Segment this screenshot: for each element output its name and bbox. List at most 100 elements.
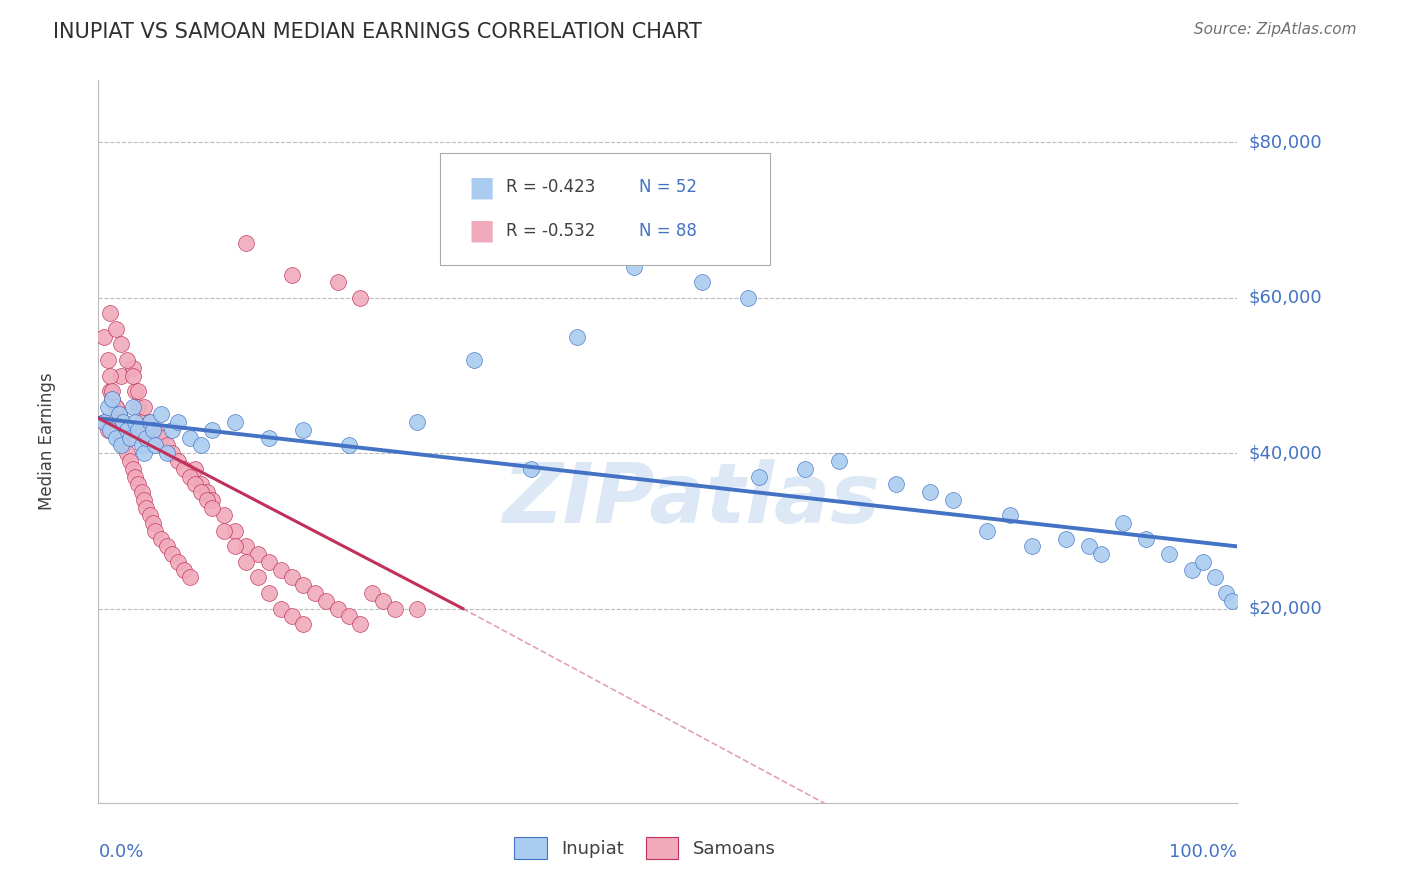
Point <box>96 353 118 368</box>
Text: N = 52: N = 52 <box>640 178 697 196</box>
Point <box>96 423 118 437</box>
Point <box>281 268 304 282</box>
Point <box>292 578 315 592</box>
Point <box>132 446 155 460</box>
Point <box>384 601 406 615</box>
Point <box>259 431 281 445</box>
Text: ■: ■ <box>468 217 495 244</box>
Point <box>131 438 153 452</box>
Text: $20,000: $20,000 <box>1249 599 1322 617</box>
Point <box>135 431 157 445</box>
Point <box>942 492 965 507</box>
Point <box>110 337 132 351</box>
Point <box>576 228 599 243</box>
Point <box>918 485 941 500</box>
Text: Median Earnings: Median Earnings <box>38 373 56 510</box>
Point <box>259 586 281 600</box>
Text: Source: ZipAtlas.com: Source: ZipAtlas.com <box>1194 22 1357 37</box>
Point <box>828 454 851 468</box>
Point <box>115 423 138 437</box>
Point <box>104 431 127 445</box>
Text: N = 88: N = 88 <box>640 221 697 240</box>
Point <box>793 461 815 475</box>
Point <box>406 601 429 615</box>
Point <box>976 524 998 538</box>
Point <box>224 415 246 429</box>
Point <box>270 563 292 577</box>
Text: 0.0%: 0.0% <box>98 843 143 861</box>
Text: ■: ■ <box>468 173 495 202</box>
Point <box>195 492 218 507</box>
Point <box>349 291 371 305</box>
Point <box>224 540 246 554</box>
Point <box>112 415 135 429</box>
Point <box>145 438 167 452</box>
Point <box>509 197 531 211</box>
Point <box>104 400 127 414</box>
Point <box>98 423 121 437</box>
Point <box>360 586 382 600</box>
Point <box>998 508 1021 523</box>
Point <box>212 524 235 538</box>
Point <box>190 477 212 491</box>
Point <box>281 609 304 624</box>
Point <box>156 446 179 460</box>
Point <box>184 461 207 475</box>
Point <box>120 454 142 468</box>
Point <box>138 415 160 429</box>
Point <box>195 485 218 500</box>
Point <box>190 438 212 452</box>
Point <box>93 415 115 429</box>
Point <box>212 508 235 523</box>
Point <box>201 423 224 437</box>
Point <box>138 415 160 429</box>
Point <box>520 461 543 475</box>
Point <box>246 547 269 561</box>
Point <box>304 586 326 600</box>
Point <box>1112 516 1135 530</box>
Point <box>246 570 269 584</box>
Point <box>127 477 149 491</box>
Point <box>98 384 121 398</box>
FancyBboxPatch shape <box>440 153 770 265</box>
Point <box>224 524 246 538</box>
Point <box>121 400 143 414</box>
Point <box>463 353 485 368</box>
Point <box>1181 563 1204 577</box>
Legend: Inupiat, Samoans: Inupiat, Samoans <box>508 830 783 866</box>
Point <box>173 461 195 475</box>
Point <box>112 415 135 429</box>
Point <box>162 423 184 437</box>
Point <box>101 392 124 406</box>
Point <box>162 547 184 561</box>
Text: 100.0%: 100.0% <box>1170 843 1237 861</box>
Point <box>110 438 132 452</box>
Point <box>135 500 157 515</box>
Point <box>1215 586 1237 600</box>
Point <box>96 400 118 414</box>
Point <box>115 446 138 460</box>
Point <box>737 291 759 305</box>
Point <box>121 461 143 475</box>
Point <box>93 329 115 343</box>
Point <box>121 360 143 375</box>
Point <box>315 594 337 608</box>
Point <box>98 306 121 320</box>
Point <box>201 500 224 515</box>
Point <box>121 368 143 383</box>
Point <box>156 540 179 554</box>
Point <box>167 555 190 569</box>
Point <box>337 438 360 452</box>
Point <box>337 609 360 624</box>
Point <box>108 408 131 422</box>
Point <box>127 384 149 398</box>
Point <box>1078 540 1101 554</box>
Point <box>235 236 257 251</box>
Point <box>326 601 349 615</box>
Point <box>150 431 173 445</box>
Point <box>162 446 184 460</box>
Point <box>371 594 394 608</box>
Point <box>150 532 173 546</box>
Point <box>1054 532 1078 546</box>
Point <box>145 423 167 437</box>
